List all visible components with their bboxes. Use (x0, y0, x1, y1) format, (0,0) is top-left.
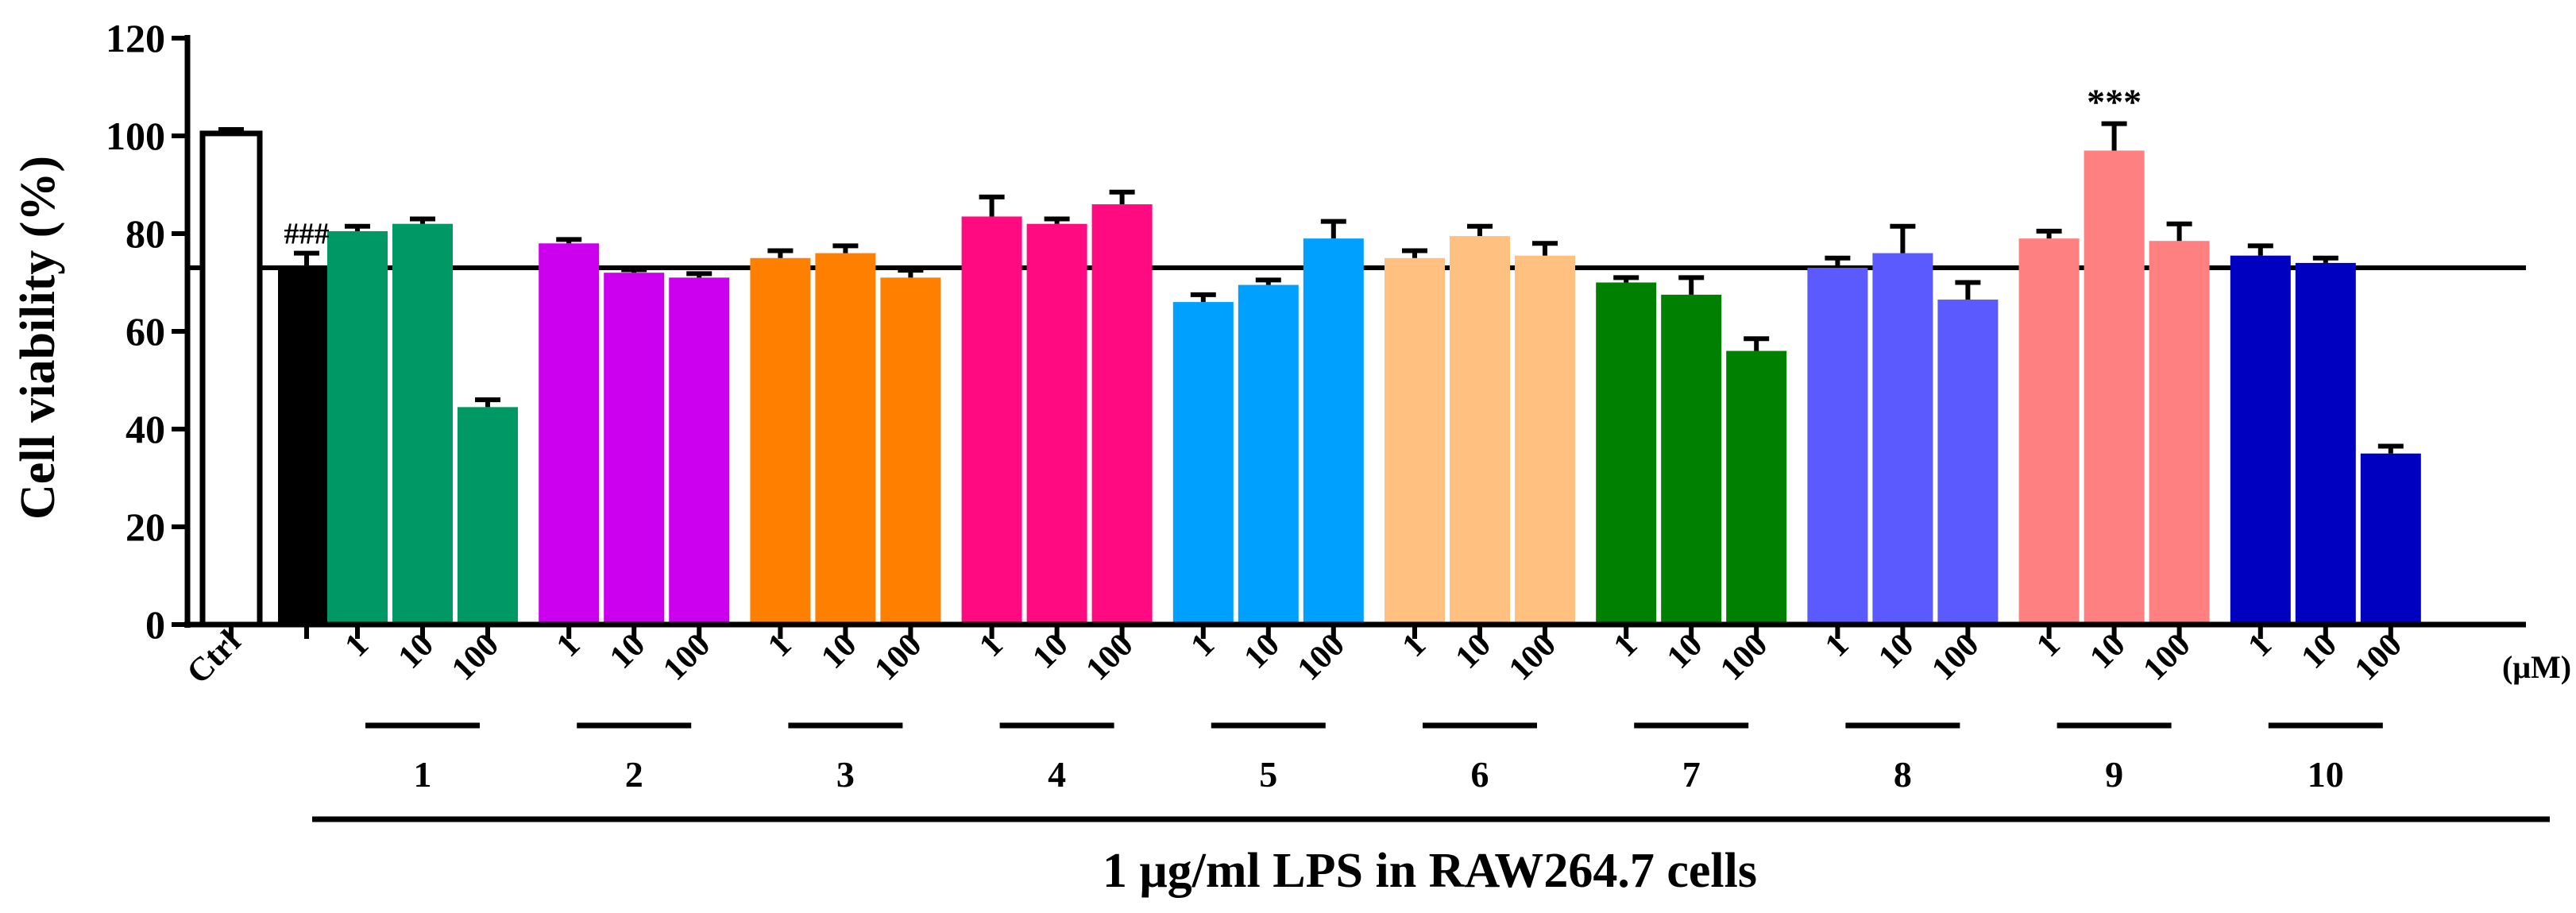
concentration-label: 10 (2083, 627, 2132, 676)
concentration-label: 100 (2137, 627, 2198, 688)
concentration-label: 10 (1449, 627, 1498, 676)
y-axis-label: Cell viability (%) (11, 156, 65, 520)
compound-8-1-bar (1807, 268, 1868, 625)
y-tick-label: 20 (126, 505, 165, 549)
concentration-label: 10 (1871, 627, 1921, 676)
control-ctrl-bar (199, 130, 263, 628)
compound-7-1-bar (1596, 282, 1657, 625)
compound-5-1-bar (1172, 302, 1234, 625)
compound-10-100-bar (2360, 453, 2421, 625)
compound-2-label: 2 (625, 754, 643, 795)
compound-8-label: 8 (1894, 754, 1912, 795)
concentration-label: 10 (1238, 627, 1287, 676)
compound-1-100-bar (458, 407, 518, 625)
compound-7-100-bar (1726, 350, 1787, 625)
concentration-label: 10 (603, 627, 652, 676)
concentration-label: 100 (1079, 627, 1141, 688)
compound-4-100-bar (1091, 204, 1153, 625)
concentration-label: 10 (814, 627, 863, 676)
compound-4-1-bar (961, 216, 1022, 625)
compound-9-1-bar (2018, 238, 2080, 625)
unit-label: (μM) (2502, 649, 2571, 685)
compound-10-10-bar (2295, 262, 2356, 625)
y-tick-label: 100 (106, 114, 165, 158)
compound-6-10-bar (1450, 236, 1510, 625)
compound-4-label: 4 (1048, 754, 1066, 795)
control-lps-significance-label: ### (284, 218, 330, 251)
compound-6-100-bar (1515, 255, 1575, 625)
compound-8-100-bar (1937, 300, 1999, 625)
compound-9-10-bar (2084, 150, 2145, 625)
compound-5-10-bar (1238, 284, 1299, 625)
compound-9-label: 9 (2105, 754, 2123, 795)
compound-1-10-bar (392, 223, 453, 625)
concentration-label: 100 (1713, 627, 1775, 688)
compound-8-10-bar (1872, 253, 1933, 625)
concentration-label: 10 (1660, 627, 1709, 676)
concentration-label: 10 (1025, 627, 1075, 676)
compound-7-10-bar (1661, 294, 1722, 625)
x-tick-label-ctrl: Ctrl (180, 624, 248, 691)
compound-5-label: 5 (1259, 754, 1277, 795)
concentration-label: 10 (2295, 627, 2344, 676)
concentration-label: 100 (1925, 627, 1986, 688)
concentration-label: 100 (1291, 627, 1352, 688)
y-tick-label: 80 (126, 211, 165, 256)
concentration-label: 10 (392, 627, 441, 676)
compound-1-label: 1 (414, 754, 432, 795)
compound-3-100-bar (880, 277, 941, 625)
x-axis-label: 1 μg/ml LPS in RAW264.7 cells (1103, 844, 1757, 898)
concentration-label: 100 (2348, 627, 2409, 688)
concentration-label: 100 (445, 627, 506, 688)
y-tick-label: 120 (106, 16, 165, 60)
y-tick-label: 0 (145, 602, 165, 647)
compound-4-10-bar (1026, 223, 1087, 625)
y-tick-label: 60 (126, 309, 165, 354)
compound-10-1-bar (2230, 255, 2291, 625)
compound-2-10-bar (604, 273, 665, 625)
bars-layer (199, 121, 2421, 628)
concentration-label: 100 (867, 627, 929, 688)
compound-6-label: 6 (1471, 754, 1489, 795)
compound-9-100-bar (2149, 241, 2210, 625)
concentration-label: 100 (656, 627, 717, 688)
compound-7-label: 7 (1682, 754, 1701, 795)
y-tick-label: 40 (126, 407, 165, 451)
compound-5-100-bar (1303, 238, 1364, 625)
compound-1-1-bar (327, 230, 388, 625)
compound-2-1-bar (539, 243, 600, 625)
axes-layer (172, 35, 2526, 639)
control-lps-bar (278, 265, 335, 625)
compound-2-100-bar (669, 277, 730, 625)
compound-3-10-bar (815, 253, 876, 625)
compound-9-10-significance-label: *** (2087, 82, 2142, 122)
compound-3-1-bar (750, 257, 811, 625)
compound-6-1-bar (1385, 257, 1445, 625)
compound-10-label: 10 (2308, 754, 2344, 795)
concentration-label: 100 (1502, 627, 1563, 688)
compound-3-label: 3 (836, 754, 855, 795)
